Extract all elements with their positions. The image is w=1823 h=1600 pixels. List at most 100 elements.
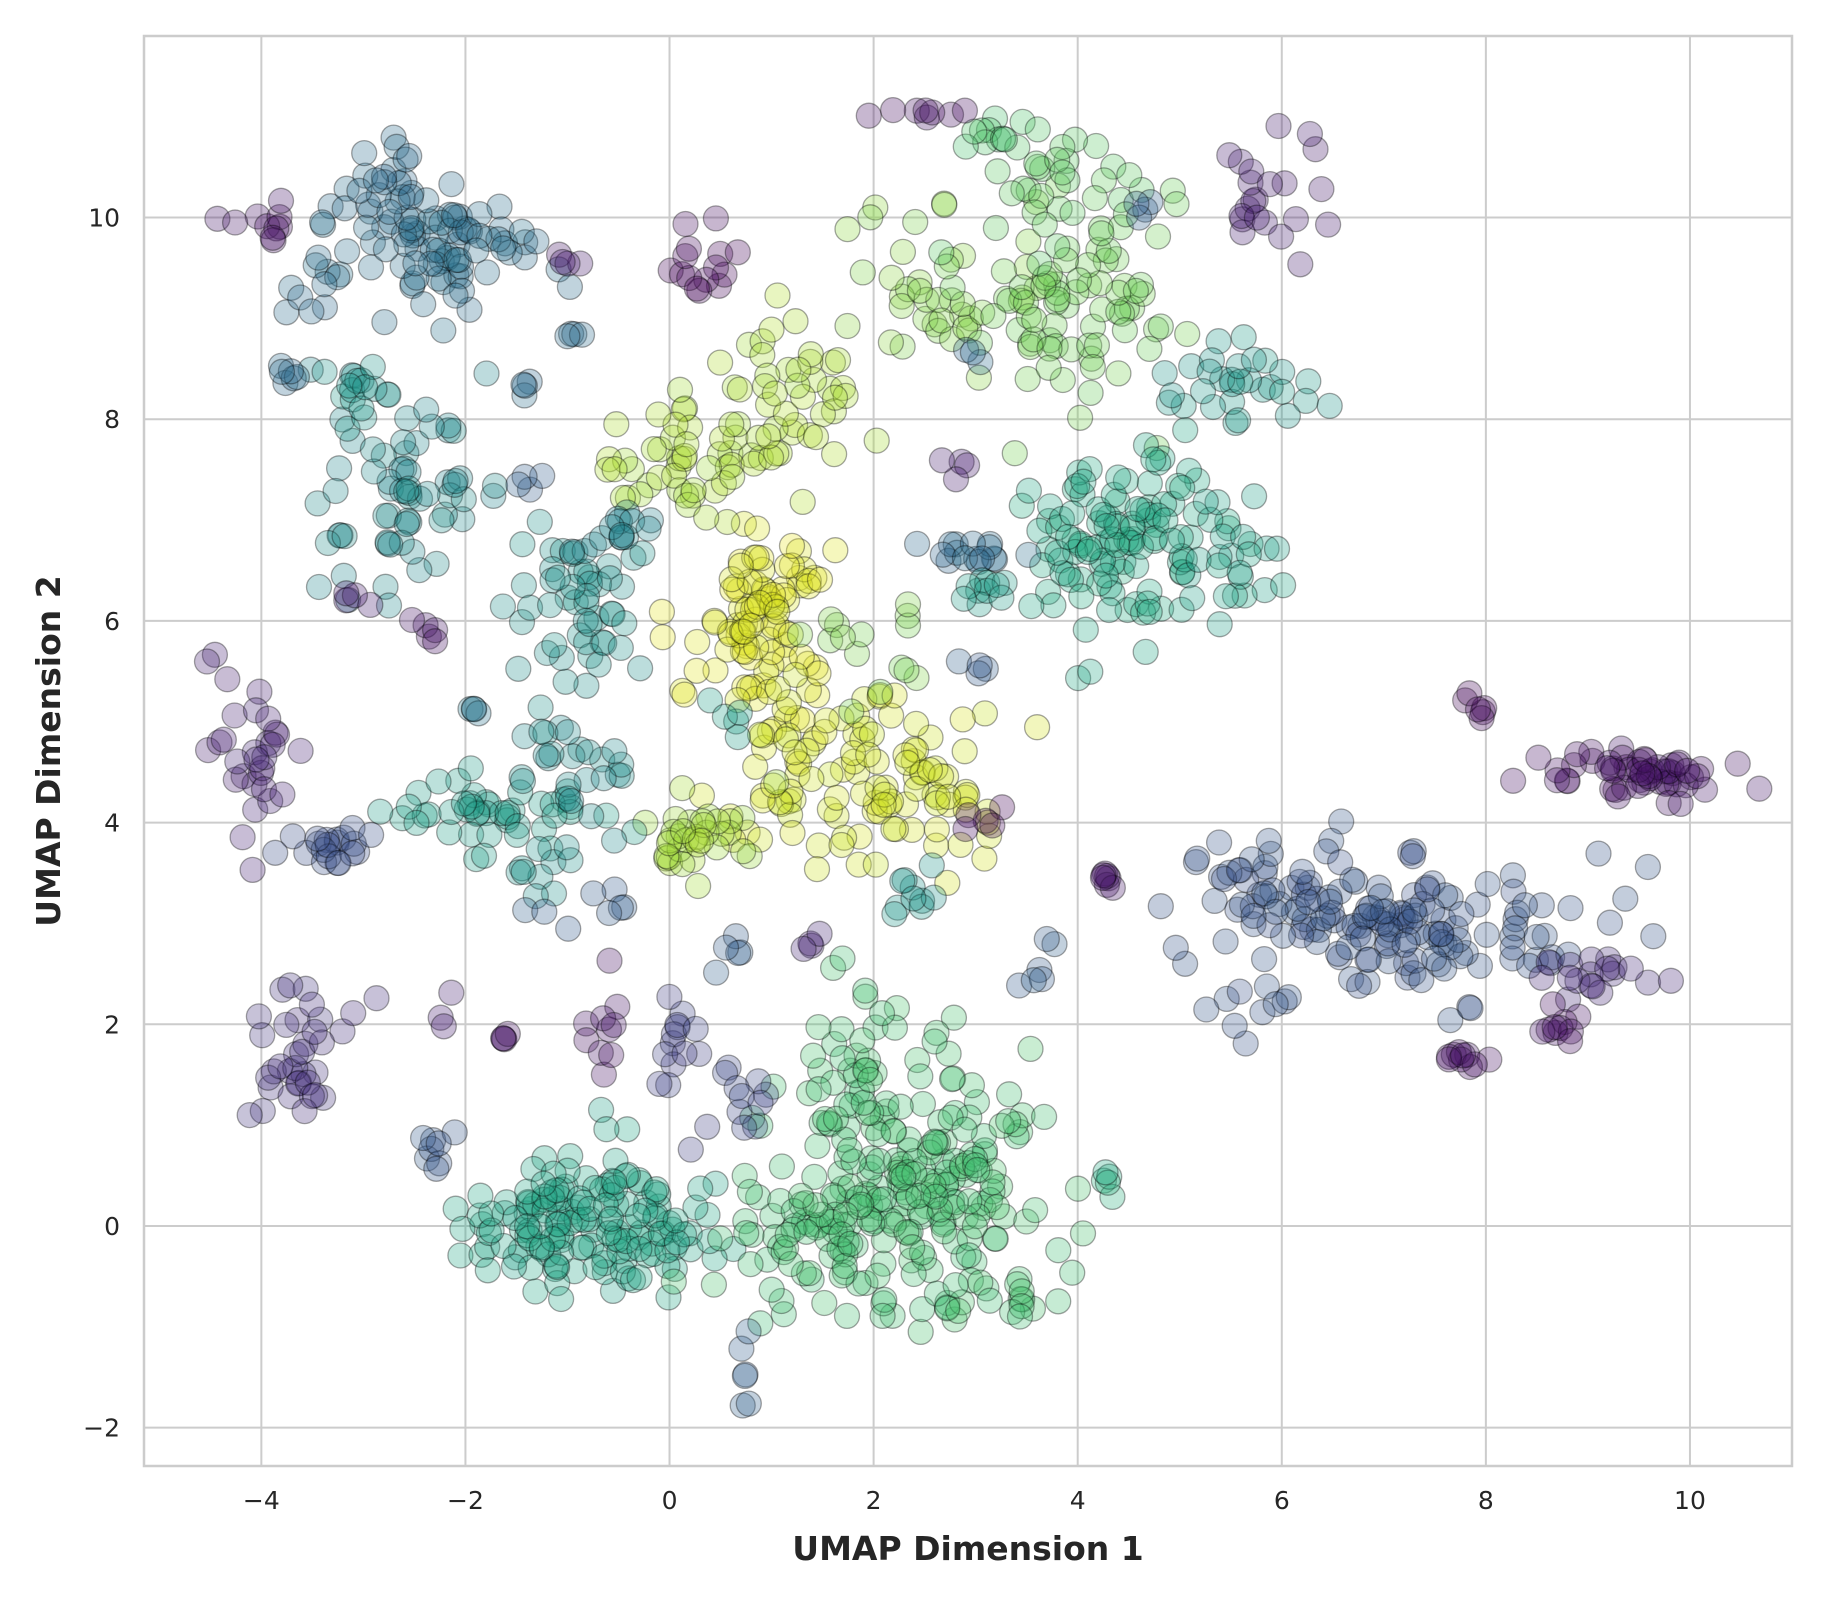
scatter-point (554, 584, 581, 611)
scatter-point (739, 1104, 766, 1132)
scatter-point (1422, 920, 1449, 947)
scatter-point (952, 778, 980, 806)
scatter-point (923, 1168, 951, 1195)
scatter-point (834, 312, 861, 340)
scatter-point (338, 376, 366, 404)
scatter-point (371, 214, 398, 241)
scatter-point (684, 628, 711, 656)
scatter-point (941, 1099, 969, 1127)
scatter-point (1096, 573, 1123, 600)
scatter-point (888, 1151, 915, 1178)
scatter-point (532, 719, 559, 747)
scatter-point (1136, 598, 1163, 626)
scatter-point (287, 737, 314, 765)
scatter-point (1631, 745, 1658, 773)
scatter-point (1095, 237, 1122, 265)
scatter-point (948, 1289, 976, 1316)
scatter-point (193, 648, 221, 675)
scatter-point (894, 749, 921, 776)
scatter-point (834, 215, 861, 243)
scatter-point (845, 851, 872, 878)
scatter-point (906, 1198, 934, 1226)
scatter-point (900, 885, 927, 912)
scatter-point (852, 1269, 879, 1297)
scatter-point (436, 201, 464, 228)
scatter-point (829, 1045, 856, 1072)
scatter-point (886, 1166, 913, 1194)
scatter-point (396, 142, 423, 170)
scatter-point (909, 759, 937, 786)
scatter-point (895, 1184, 922, 1211)
scatter-point (549, 248, 576, 276)
scatter-point (843, 640, 871, 668)
scatter-point (1447, 1046, 1475, 1073)
scatter-point (457, 755, 484, 782)
scatter-point (787, 1182, 815, 1210)
scatter-point (665, 453, 692, 480)
scatter-point (1077, 658, 1104, 685)
scatter-point (1651, 758, 1679, 785)
scatter-point (1013, 1208, 1040, 1235)
scatter-point (951, 1116, 978, 1143)
scatter-point (526, 508, 553, 536)
scatter-point (472, 799, 500, 827)
scatter-point (948, 1152, 976, 1180)
scatter-point (518, 1195, 545, 1223)
scatter-point (1418, 897, 1446, 924)
scatter-point (863, 748, 890, 775)
scatter-point (505, 655, 532, 682)
scatter-point (735, 1318, 762, 1345)
scatter-point (399, 538, 426, 565)
scatter-point (1353, 902, 1380, 929)
scatter-point (352, 214, 380, 241)
scatter-point (759, 591, 786, 618)
scatter-point (731, 629, 758, 656)
scatter-point (1143, 511, 1170, 539)
scatter-point (864, 774, 891, 801)
scatter-point (554, 778, 581, 805)
scatter-point (613, 499, 641, 526)
scatter-point (1294, 874, 1321, 901)
scatter-point (578, 1232, 605, 1259)
scatter-point (1369, 898, 1397, 925)
scatter-point (339, 362, 366, 389)
scatter-point (848, 621, 875, 648)
scatter-point (804, 1132, 831, 1160)
scatter-point (701, 609, 729, 636)
scatter-point (1162, 934, 1189, 961)
scatter-point (601, 738, 628, 765)
scatter-point (749, 782, 777, 809)
scatter-point (372, 573, 399, 600)
scatter-point (889, 867, 916, 895)
scatter-point (333, 175, 360, 202)
scatter-point (591, 629, 618, 657)
scatter-point (981, 1225, 1009, 1252)
scatter-point (923, 816, 951, 843)
scatter-point (594, 1172, 621, 1199)
scatter-point (600, 1011, 627, 1039)
scatter-point (941, 1228, 969, 1255)
scatter-point (1114, 596, 1141, 624)
scatter-point (1059, 500, 1086, 527)
scatter-point (961, 1248, 988, 1275)
scatter-point (736, 568, 763, 596)
scatter-point (797, 348, 824, 376)
scatter-point (1296, 120, 1324, 148)
scatter-point (1064, 1175, 1092, 1202)
scatter-point (1469, 698, 1497, 726)
scatter-point (938, 1187, 966, 1215)
scatter-point (849, 259, 876, 286)
scatter-point (1249, 999, 1276, 1026)
scatter-point (747, 444, 774, 472)
scatter-point (1123, 190, 1150, 217)
scatter-point (669, 774, 696, 802)
scatter-point (566, 622, 593, 649)
scatter-point (1413, 874, 1441, 901)
scatter-point (695, 454, 723, 482)
scatter-point (908, 1239, 936, 1266)
scatter-point (450, 790, 478, 817)
scatter-point (1041, 312, 1068, 339)
scatter-point (773, 586, 801, 614)
scatter-point (1501, 915, 1529, 942)
